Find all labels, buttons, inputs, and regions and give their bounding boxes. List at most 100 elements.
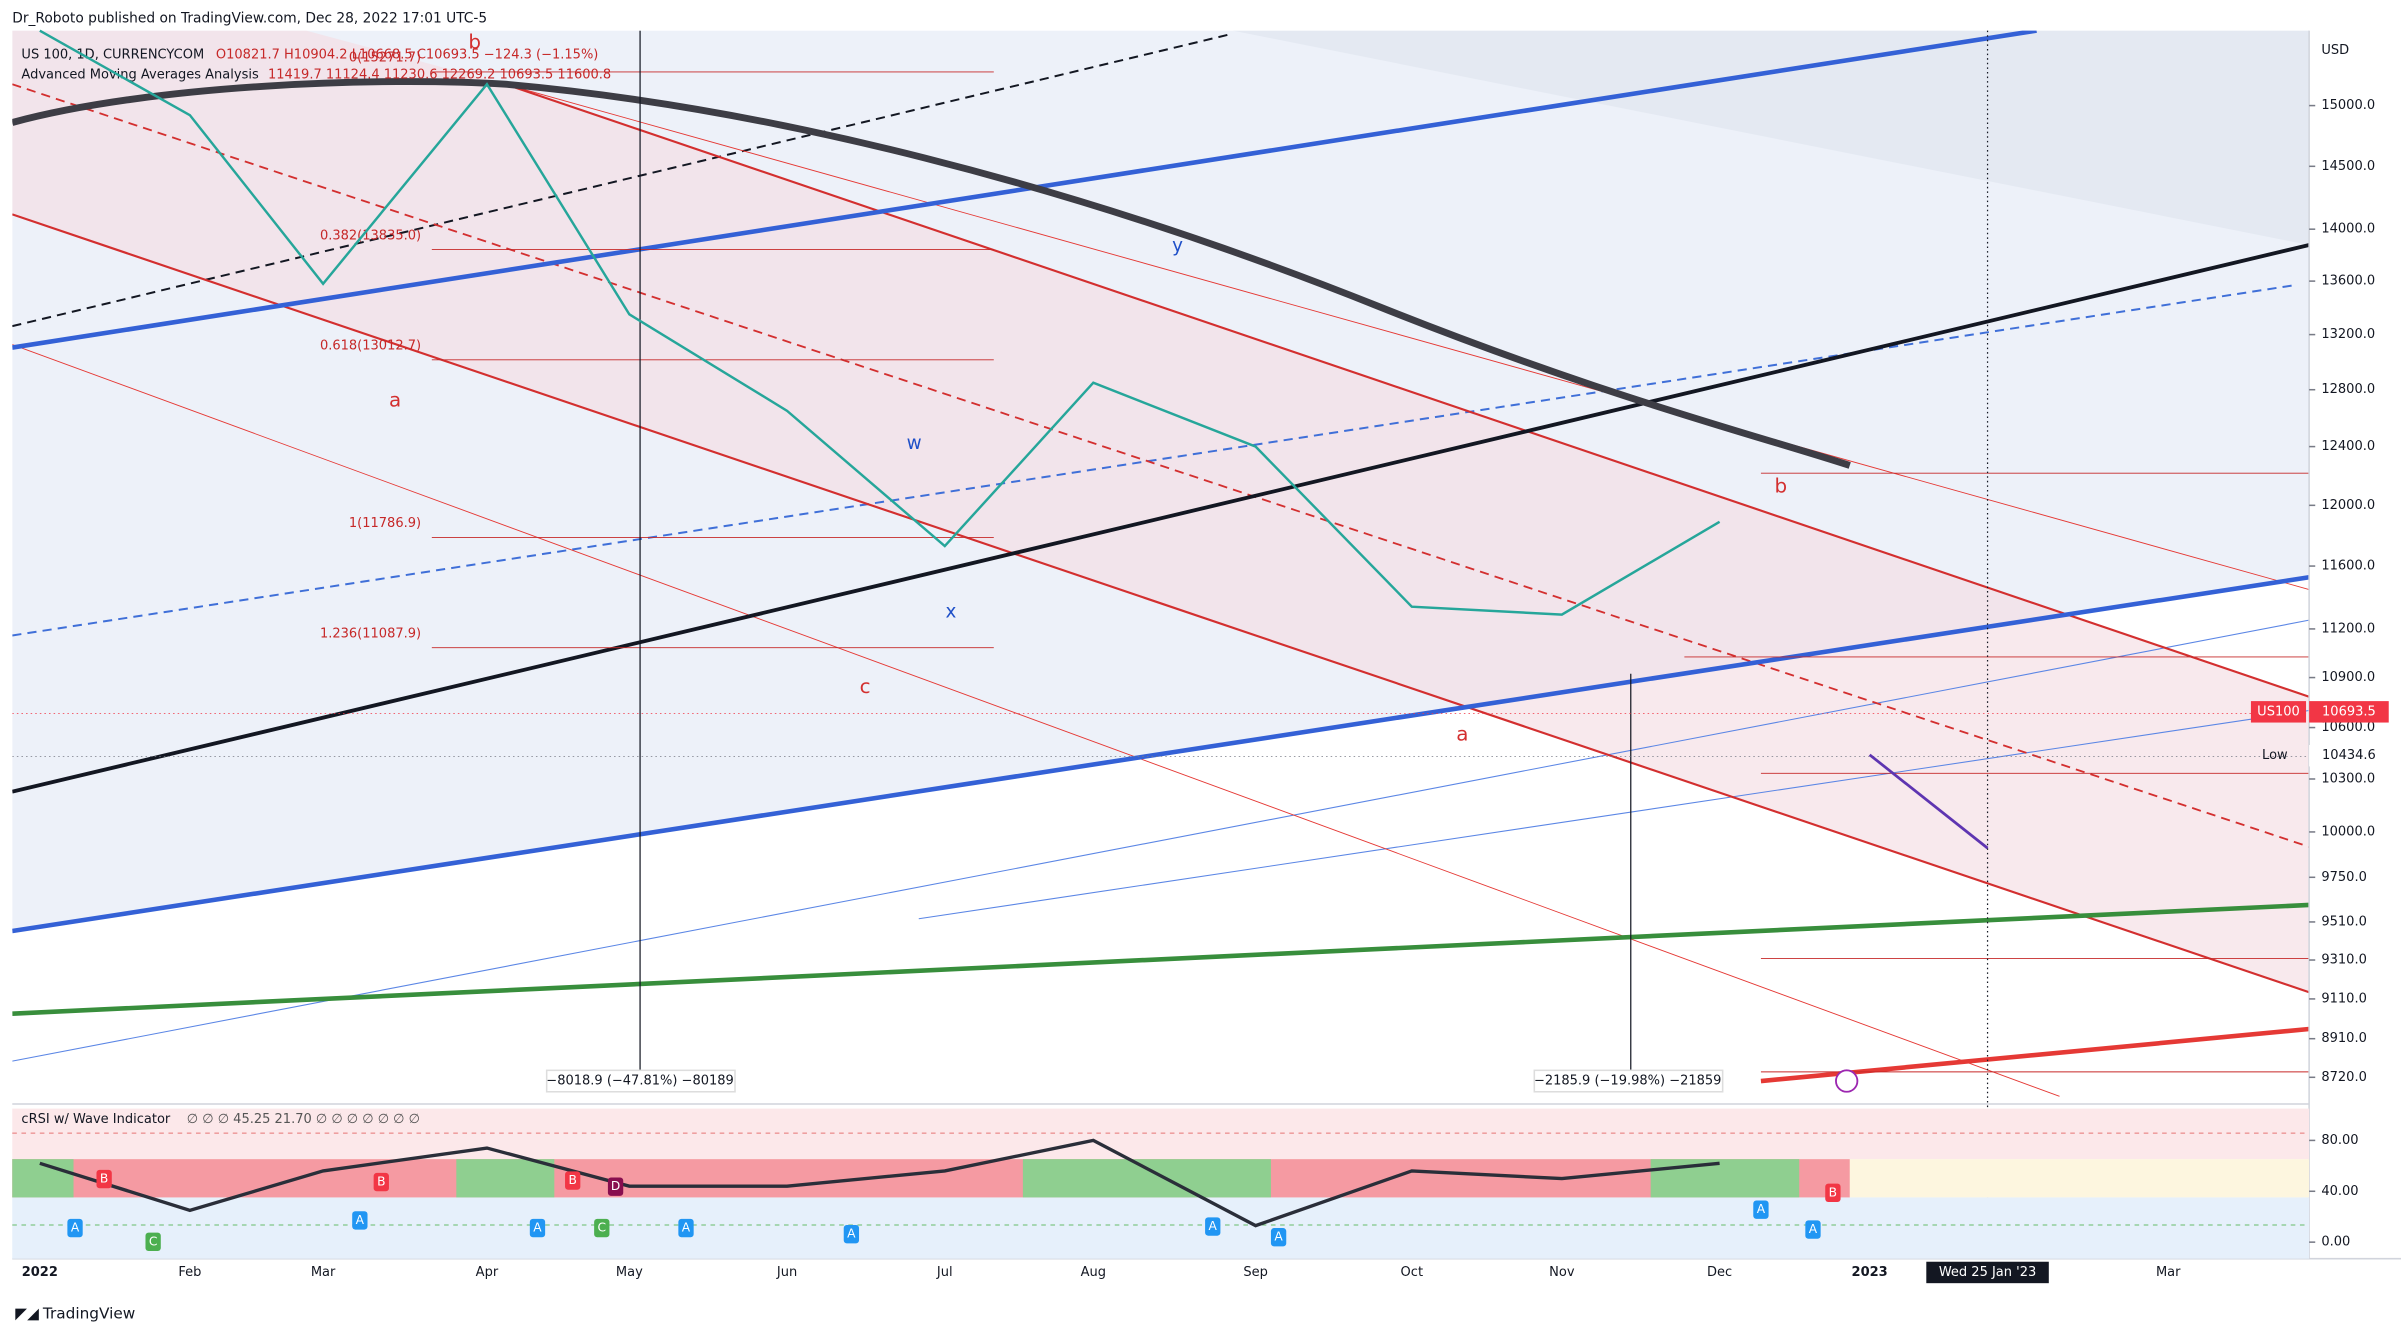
x-tick-label: Dec: [1707, 1265, 1732, 1280]
symbol-tag-label: US100: [2257, 704, 2300, 719]
rsi-params: ∅ ∅ ∅ 45.25 21.70 ∅ ∅ ∅ ∅ ∅ ∅ ∅: [187, 1112, 420, 1127]
signal-marker: [96, 1169, 112, 1189]
x-tick-label: Mar: [311, 1265, 336, 1280]
y-tick-label: 15000.0: [2321, 98, 2375, 113]
x-tick-label: Sep: [1243, 1265, 1268, 1280]
x-tick-label: Aug: [1081, 1265, 1106, 1280]
rsi-title: cRSI w/ Wave Indicator: [21, 1112, 170, 1127]
last-price-tag: [2309, 701, 2389, 723]
y-tick-label: 9750.0: [2321, 870, 2367, 885]
symbol-tag: [2250, 701, 2307, 723]
price-tag-label: 10434.6: [2322, 748, 2376, 763]
y-tick-label: 11200.0: [2321, 621, 2375, 636]
signal-marker: [352, 1211, 368, 1230]
y-tick-label: 8720.0: [2321, 1070, 2367, 1085]
y-tick-label: 80.00: [2321, 1133, 2358, 1148]
signal-marker-label: A: [1274, 1230, 1283, 1244]
y-tick-label: 11600.0: [2321, 559, 2375, 574]
fib-label: 0.382(13835.0): [320, 228, 421, 243]
x-tick-label: Feb: [178, 1265, 201, 1280]
signal-marker: [1205, 1217, 1221, 1236]
measure-label: −8018.9 (−47.81%) −80189: [546, 1074, 734, 1089]
signal-marker-label: A: [847, 1227, 856, 1241]
signal-marker-label: A: [533, 1221, 542, 1235]
low-tag: [2309, 745, 2389, 767]
signal-marker-label: C: [598, 1221, 607, 1235]
signal-marker: [529, 1218, 546, 1238]
x-tick-label: May: [616, 1265, 643, 1280]
y-tick-label: 9310.0: [2321, 953, 2367, 968]
x-tick-label: 2022: [22, 1265, 58, 1280]
signal-marker-label: B: [100, 1172, 108, 1186]
wave-label: w: [907, 433, 922, 454]
signal-marker: [1270, 1228, 1287, 1247]
signal-marker-label: A: [71, 1221, 80, 1235]
signal-marker-label: B: [377, 1175, 385, 1189]
signal-marker: [1753, 1200, 1769, 1219]
fib-label: 1.236(11087.9): [320, 626, 421, 641]
y-tick-label: 8910.0: [2321, 1031, 2367, 1046]
currency: USD: [2321, 43, 2349, 58]
measure-label: −2185.9 (−19.98%) −21859: [1534, 1074, 1722, 1089]
y-tick-label: 12400.0: [2321, 439, 2375, 454]
signal-marker-label: A: [356, 1213, 365, 1227]
logo: ◤◢: [15, 1304, 39, 1322]
signal-marker-label: A: [1809, 1222, 1818, 1236]
wave-label: y: [1172, 236, 1183, 257]
y-tick-label: 12800.0: [2321, 382, 2375, 397]
signal-marker: [843, 1224, 860, 1244]
wave-label: a: [1456, 722, 1468, 745]
y-tick-label: 0.00: [2321, 1235, 2350, 1250]
signal-marker: [678, 1218, 694, 1238]
wave-label: b: [1775, 474, 1788, 497]
signal-marker-label: A: [1209, 1219, 1218, 1233]
x-tick-label: Mar: [2156, 1265, 2181, 1280]
rsi-pane: [12, 1108, 2310, 1259]
wave-labels: a b c w x y a b: [389, 30, 1787, 745]
signal-marker: [145, 1232, 161, 1252]
crsi-line: [39, 1138, 1720, 1228]
ohlc: O10821.7 H10904.2 L10668.5 C10693.5 −124…: [216, 48, 598, 63]
y-tick-label: 13600.0: [2321, 274, 2375, 289]
drawings: [12, 30, 2310, 1097]
date-cursor-box: [1926, 1261, 2049, 1284]
x-tick-label: Jul: [936, 1265, 953, 1280]
x-tick-label: Oct: [1401, 1265, 1423, 1280]
signal-marker: [594, 1218, 610, 1238]
y-tick-label: 40.00: [2321, 1184, 2358, 1199]
x-tick-label: 2023: [1852, 1265, 1888, 1280]
y-tick-label: 13200.0: [2321, 327, 2375, 342]
wave-label: x: [945, 601, 956, 622]
x-tick-label: Wed 25 Jan '23: [1939, 1265, 2036, 1280]
signal-marker: [67, 1218, 83, 1238]
y-tick-label: 10300.0: [2321, 771, 2375, 786]
signal-marker-label: B: [1829, 1185, 1837, 1199]
y-tick-label: 14000.0: [2321, 222, 2375, 237]
wave-label: b: [468, 30, 481, 53]
price-tag-label: 10693.5: [2322, 704, 2376, 719]
x-tick-label: Apr: [476, 1265, 499, 1280]
y-tick-label: 10600.0: [2321, 720, 2375, 735]
y-tick-label: 10000.0: [2321, 824, 2375, 839]
wave-label: c: [860, 675, 871, 698]
signal-marker-label: B: [568, 1173, 576, 1187]
publisher: Dr_Roboto published on TradingView.com, …: [12, 10, 487, 26]
y-tick-label: 9110.0: [2321, 991, 2367, 1006]
signal-marker-label: D: [611, 1179, 620, 1193]
fib-labels: 0(15271.7) 0.382(13835.0) 0.618(13012.7)…: [320, 51, 421, 642]
fib-label: 0(15271.7): [349, 51, 421, 66]
signal-marker-label: C: [149, 1234, 158, 1248]
x-tick-label: Nov: [1549, 1265, 1575, 1280]
measures: −8018.9 (−47.81%) −80189 −2185.9 (−19.98…: [545, 1069, 1724, 1093]
y-tick-label: 14500.0: [2321, 159, 2375, 174]
signal-marker-label: A: [682, 1221, 691, 1235]
signal-marker: [373, 1172, 389, 1192]
symbol: US 100, 1D, CURRENCYCOM: [21, 48, 204, 63]
price-line: [1868, 753, 1989, 850]
signal-marker: [565, 1171, 581, 1190]
y-tick-label: 10900.0: [2321, 670, 2375, 685]
wave-label: a: [389, 389, 401, 412]
signal-marker: [607, 1177, 624, 1196]
